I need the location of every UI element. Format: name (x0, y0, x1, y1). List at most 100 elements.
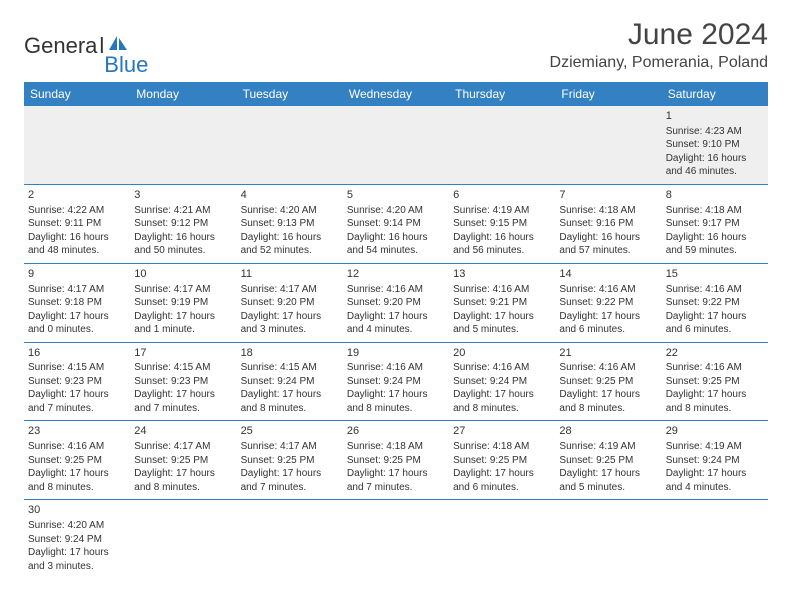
day-number: 22 (666, 346, 764, 361)
calendar-week-row: 9Sunrise: 4:17 AMSunset: 9:18 PMDaylight… (24, 263, 768, 342)
day-info: Sunrise: 4:15 AMSunset: 9:23 PMDaylight:… (134, 361, 232, 415)
day-info-line: Sunset: 9:16 PM (559, 217, 657, 231)
day-number: 21 (559, 346, 657, 361)
calendar-day-cell: 16Sunrise: 4:15 AMSunset: 9:23 PMDayligh… (24, 342, 130, 421)
day-info-line: Sunrise: 4:16 AM (453, 361, 551, 375)
day-info-line: Sunset: 9:11 PM (28, 217, 126, 231)
day-info-line: Daylight: 17 hours (241, 310, 339, 324)
day-header: Tuesday (237, 82, 343, 106)
day-info-line: Sunrise: 4:19 AM (453, 204, 551, 218)
calendar-day-cell: 8Sunrise: 4:18 AMSunset: 9:17 PMDaylight… (662, 184, 768, 263)
day-info-line: and 59 minutes. (666, 244, 764, 258)
day-info-line: and 3 minutes. (28, 560, 126, 574)
calendar-day-cell: 2Sunrise: 4:22 AMSunset: 9:11 PMDaylight… (24, 184, 130, 263)
day-info: Sunrise: 4:19 AMSunset: 9:24 PMDaylight:… (666, 440, 764, 494)
day-number: 15 (666, 267, 764, 282)
day-info-line: Sunset: 9:18 PM (28, 296, 126, 310)
calendar-day-cell (237, 106, 343, 184)
day-info-line: Daylight: 16 hours (666, 152, 764, 166)
calendar-day-cell: 15Sunrise: 4:16 AMSunset: 9:22 PMDayligh… (662, 263, 768, 342)
calendar-day-cell: 20Sunrise: 4:16 AMSunset: 9:24 PMDayligh… (449, 342, 555, 421)
day-info-line: and 8 minutes. (241, 402, 339, 416)
calendar-day-cell: 4Sunrise: 4:20 AMSunset: 9:13 PMDaylight… (237, 184, 343, 263)
calendar-day-cell (555, 500, 661, 578)
calendar-table: SundayMondayTuesdayWednesdayThursdayFrid… (24, 82, 768, 578)
day-info-line: and 7 minutes. (134, 402, 232, 416)
day-info-line: Daylight: 17 hours (134, 467, 232, 481)
day-info: Sunrise: 4:17 AMSunset: 9:20 PMDaylight:… (241, 283, 339, 337)
day-info-line: Daylight: 17 hours (666, 310, 764, 324)
day-info-line: Daylight: 16 hours (28, 231, 126, 245)
day-info-line: Daylight: 17 hours (453, 388, 551, 402)
calendar-day-cell: 24Sunrise: 4:17 AMSunset: 9:25 PMDayligh… (130, 421, 236, 500)
day-info-line: Daylight: 17 hours (28, 467, 126, 481)
day-info-line: Sunset: 9:24 PM (28, 533, 126, 547)
calendar-day-cell: 22Sunrise: 4:16 AMSunset: 9:25 PMDayligh… (662, 342, 768, 421)
day-number: 17 (134, 346, 232, 361)
calendar-day-cell: 14Sunrise: 4:16 AMSunset: 9:22 PMDayligh… (555, 263, 661, 342)
day-info: Sunrise: 4:17 AMSunset: 9:25 PMDaylight:… (134, 440, 232, 494)
day-info: Sunrise: 4:20 AMSunset: 9:13 PMDaylight:… (241, 204, 339, 258)
day-info-line: Sunset: 9:25 PM (559, 454, 657, 468)
calendar-day-cell: 13Sunrise: 4:16 AMSunset: 9:21 PMDayligh… (449, 263, 555, 342)
day-info-line: and 6 minutes. (666, 323, 764, 337)
day-info-line: Daylight: 17 hours (559, 388, 657, 402)
day-info-line: Sunrise: 4:19 AM (666, 440, 764, 454)
calendar-day-cell (130, 106, 236, 184)
day-info-line: and 8 minutes. (134, 481, 232, 495)
day-info-line: Sunset: 9:10 PM (666, 138, 764, 152)
day-info-line: Sunset: 9:13 PM (241, 217, 339, 231)
day-info-line: Daylight: 17 hours (559, 310, 657, 324)
day-header: Monday (130, 82, 236, 106)
day-info-line: Daylight: 17 hours (28, 388, 126, 402)
day-info: Sunrise: 4:16 AMSunset: 9:25 PMDaylight:… (666, 361, 764, 415)
day-info-line: Sunrise: 4:16 AM (347, 361, 445, 375)
day-number: 11 (241, 267, 339, 282)
day-number: 6 (453, 188, 551, 203)
day-number: 9 (28, 267, 126, 282)
day-info-line: Sunset: 9:25 PM (347, 454, 445, 468)
day-info-line: Sunrise: 4:22 AM (28, 204, 126, 218)
day-info-line: Daylight: 17 hours (666, 467, 764, 481)
calendar-day-cell (449, 500, 555, 578)
calendar-day-cell: 3Sunrise: 4:21 AMSunset: 9:12 PMDaylight… (130, 184, 236, 263)
calendar-day-cell: 6Sunrise: 4:19 AMSunset: 9:15 PMDaylight… (449, 184, 555, 263)
day-info-line: Sunset: 9:21 PM (453, 296, 551, 310)
calendar-day-cell (449, 106, 555, 184)
day-number: 3 (134, 188, 232, 203)
calendar-day-cell: 11Sunrise: 4:17 AMSunset: 9:20 PMDayligh… (237, 263, 343, 342)
calendar-day-cell: 30Sunrise: 4:20 AMSunset: 9:24 PMDayligh… (24, 500, 130, 578)
day-info-line: Daylight: 17 hours (28, 310, 126, 324)
calendar-day-cell (24, 106, 130, 184)
day-info-line: and 1 minute. (134, 323, 232, 337)
day-number: 24 (134, 424, 232, 439)
logo-text-blue: Blue (104, 52, 148, 78)
day-info-line: Daylight: 16 hours (134, 231, 232, 245)
day-info-line: and 7 minutes. (347, 481, 445, 495)
calendar-day-cell: 7Sunrise: 4:18 AMSunset: 9:16 PMDaylight… (555, 184, 661, 263)
day-info-line: and 6 minutes. (559, 323, 657, 337)
day-info-line: Sunrise: 4:18 AM (347, 440, 445, 454)
day-header: Thursday (449, 82, 555, 106)
day-number: 18 (241, 346, 339, 361)
logo-text-general: Genera (24, 33, 97, 59)
day-info: Sunrise: 4:17 AMSunset: 9:25 PMDaylight:… (241, 440, 339, 494)
calendar-day-cell (237, 500, 343, 578)
day-info-line: Sunrise: 4:16 AM (559, 283, 657, 297)
day-info-line: Daylight: 17 hours (241, 467, 339, 481)
calendar-day-cell (662, 500, 768, 578)
day-info: Sunrise: 4:18 AMSunset: 9:25 PMDaylight:… (453, 440, 551, 494)
day-info-line: Sunrise: 4:17 AM (134, 283, 232, 297)
day-info: Sunrise: 4:16 AMSunset: 9:22 PMDaylight:… (666, 283, 764, 337)
day-info: Sunrise: 4:15 AMSunset: 9:23 PMDaylight:… (28, 361, 126, 415)
day-info: Sunrise: 4:18 AMSunset: 9:16 PMDaylight:… (559, 204, 657, 258)
calendar-day-cell: 23Sunrise: 4:16 AMSunset: 9:25 PMDayligh… (24, 421, 130, 500)
day-number: 10 (134, 267, 232, 282)
day-number: 23 (28, 424, 126, 439)
day-info-line: Sunrise: 4:17 AM (241, 283, 339, 297)
day-info-line: Daylight: 17 hours (666, 388, 764, 402)
calendar-week-row: 23Sunrise: 4:16 AMSunset: 9:25 PMDayligh… (24, 421, 768, 500)
day-info-line: and 8 minutes. (347, 402, 445, 416)
day-info: Sunrise: 4:19 AMSunset: 9:15 PMDaylight:… (453, 204, 551, 258)
calendar-day-cell: 17Sunrise: 4:15 AMSunset: 9:23 PMDayligh… (130, 342, 236, 421)
